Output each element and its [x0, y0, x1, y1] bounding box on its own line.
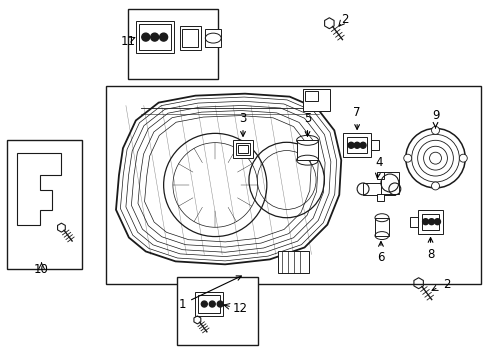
- Text: 8: 8: [426, 238, 433, 261]
- Bar: [362, 183, 394, 195]
- Bar: [236, 143, 249, 155]
- Bar: [198, 295, 220, 313]
- Text: 2: 2: [341, 13, 348, 26]
- Bar: [182, 29, 198, 47]
- Text: 4: 4: [374, 156, 382, 178]
- Text: 7: 7: [353, 106, 360, 129]
- Bar: [128, 9, 218, 79]
- Bar: [409, 217, 417, 227]
- Bar: [296, 140, 318, 160]
- Circle shape: [458, 154, 467, 162]
- Text: 10: 10: [34, 263, 49, 276]
- Text: 9: 9: [431, 109, 438, 128]
- Bar: [376, 172, 383, 179]
- Circle shape: [150, 33, 158, 41]
- Bar: [139, 24, 170, 50]
- Circle shape: [160, 33, 167, 41]
- Bar: [346, 137, 366, 153]
- Circle shape: [217, 301, 223, 307]
- Text: 2: 2: [442, 278, 449, 291]
- Bar: [238, 145, 247, 153]
- Text: 6: 6: [376, 242, 384, 264]
- Circle shape: [431, 182, 439, 190]
- Bar: [176, 277, 257, 345]
- Circle shape: [422, 219, 427, 225]
- Bar: [380, 172, 398, 194]
- Text: 12: 12: [232, 302, 247, 315]
- Bar: [179, 26, 201, 50]
- Text: 3: 3: [239, 112, 246, 136]
- Bar: [376, 194, 383, 201]
- Bar: [106, 86, 480, 284]
- Circle shape: [347, 142, 353, 148]
- Circle shape: [201, 301, 207, 307]
- Circle shape: [427, 219, 434, 225]
- Bar: [195, 292, 223, 316]
- Circle shape: [403, 154, 411, 162]
- Text: 1: 1: [179, 276, 241, 311]
- Circle shape: [434, 219, 440, 225]
- Bar: [417, 210, 443, 234]
- Circle shape: [142, 33, 149, 41]
- Bar: [421, 214, 439, 230]
- Bar: [343, 133, 370, 157]
- Circle shape: [353, 142, 359, 148]
- Text: 11: 11: [120, 35, 135, 48]
- Circle shape: [431, 126, 439, 134]
- Bar: [205, 29, 221, 47]
- Bar: [136, 21, 173, 53]
- Bar: [277, 251, 309, 273]
- Bar: [304, 91, 318, 100]
- Text: 5: 5: [303, 112, 310, 136]
- Bar: [302, 89, 330, 111]
- Bar: [233, 140, 252, 158]
- Bar: [7, 140, 82, 269]
- Circle shape: [359, 142, 366, 148]
- Circle shape: [209, 301, 215, 307]
- Bar: [374, 218, 388, 235]
- Bar: [370, 140, 378, 150]
